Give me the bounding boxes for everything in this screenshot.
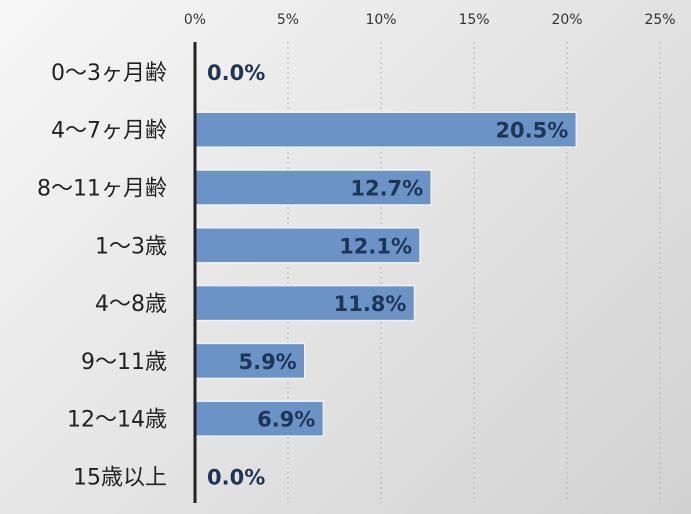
label-layer: 0% 5% 10% 15% 20% 25% 0〜3ヶ月齢 0.0% 4〜7ヶ月齢 20.5% 8〜1… — [37, 12, 676, 503]
data-label: 6.9% — [257, 408, 315, 432]
category-label: 12〜14歳 — [67, 408, 167, 433]
x-tick-label: 10% — [365, 12, 396, 28]
data-label: 0.0% — [207, 466, 265, 490]
x-tick-label: 0% — [184, 12, 206, 28]
category-label: 1〜3歳 — [95, 234, 167, 259]
x-tick-label: 15% — [458, 12, 489, 28]
category-label: 4〜8歳 — [95, 292, 167, 317]
bar — [194, 342, 306, 380]
data-label: 5.9% — [238, 350, 296, 374]
x-tick-label: 20% — [551, 12, 582, 28]
category-label: 8〜11ヶ月齢 — [37, 177, 167, 202]
bar — [194, 111, 578, 148]
x-tick-label: 25% — [644, 12, 675, 28]
category-label: 15歳以上 — [73, 466, 167, 491]
bar-layer — [194, 111, 578, 437]
bar — [194, 284, 416, 322]
grid-layer — [287, 42, 661, 503]
data-label: 12.7% — [350, 177, 423, 201]
x-tick-label: 5% — [277, 12, 299, 28]
bar — [194, 227, 421, 264]
category-label: 9〜11歳 — [81, 350, 167, 375]
category-label: 0〜3ヶ月齢 — [51, 61, 167, 86]
bar — [194, 400, 325, 437]
data-label: 11.8% — [334, 292, 407, 316]
data-label: 12.1% — [339, 234, 412, 258]
data-label: 20.5% — [495, 119, 568, 143]
data-label: 0.0% — [207, 61, 265, 85]
category-label: 4〜7ヶ月齢 — [51, 119, 167, 144]
bar — [194, 169, 432, 206]
